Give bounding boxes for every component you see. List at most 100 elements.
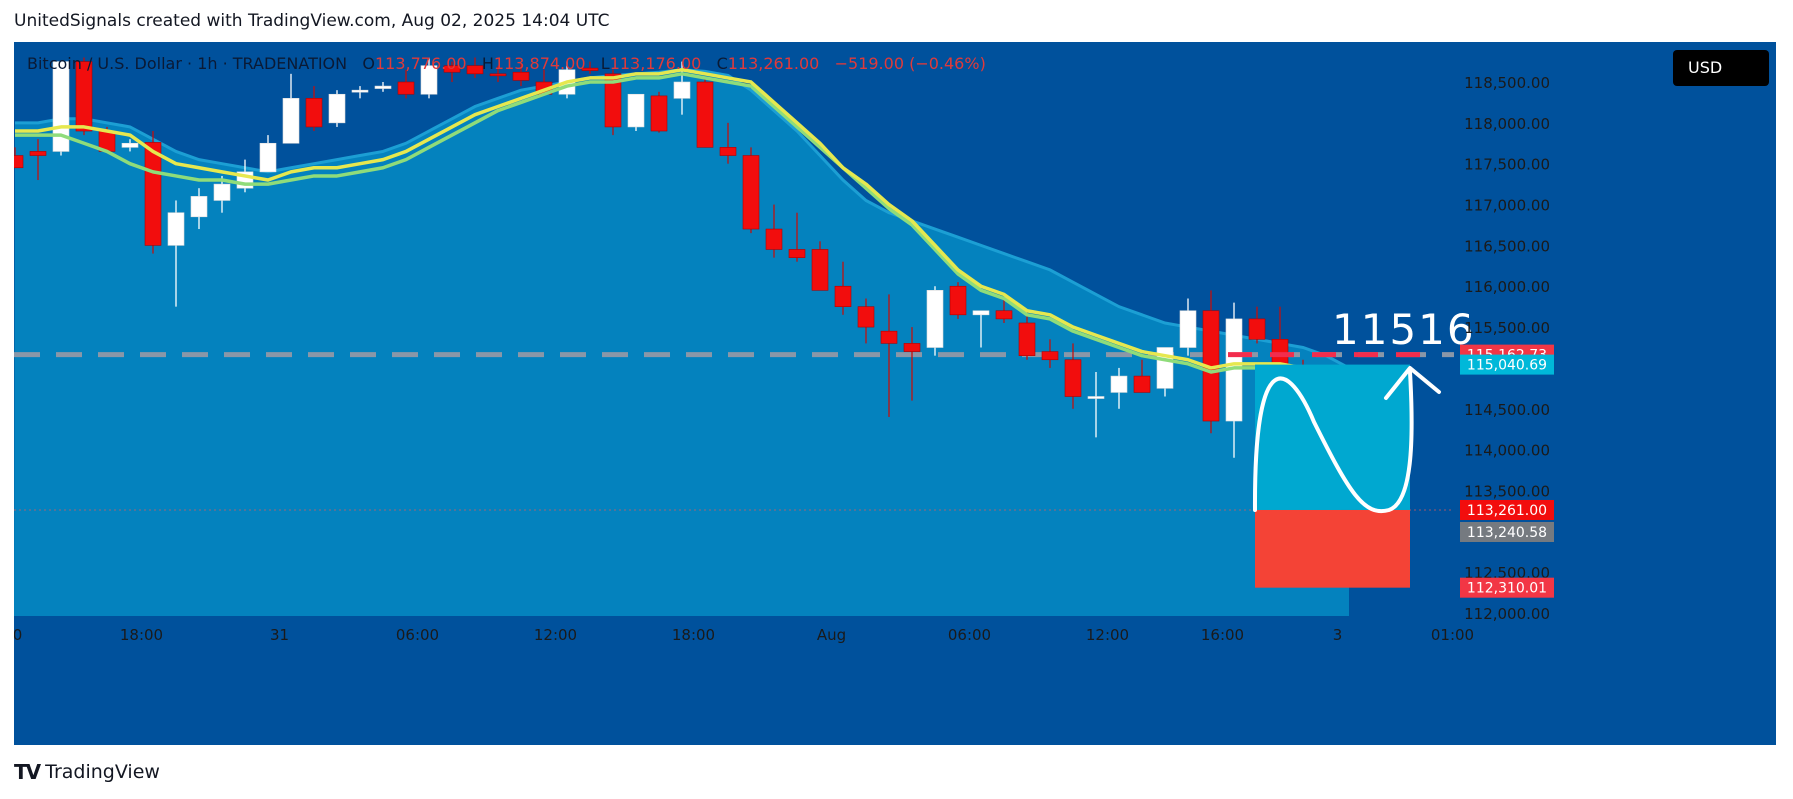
price-tick-label: 115,500.00	[1464, 319, 1550, 337]
candle	[443, 65, 461, 73]
currency-button[interactable]: USD	[1673, 50, 1769, 86]
time-tick-label: 16:00	[1201, 626, 1244, 644]
time-tick-label: 01:00	[1431, 626, 1474, 644]
candle	[466, 65, 484, 75]
candle	[328, 93, 346, 124]
footer-brand[interactable]: TV TradingView	[14, 760, 160, 784]
candle	[742, 155, 760, 230]
price-tick-label: 117,500.00	[1464, 156, 1550, 174]
chart-attribution: UnitedSignals created with TradingView.c…	[14, 11, 610, 31]
symbol-legend: Bitcoin / U.S. Dollar · 1h · TRADENATION…	[27, 54, 986, 73]
candles-layer	[14, 57, 1358, 517]
candle	[259, 142, 277, 173]
price-tick-label: 114,000.00	[1464, 442, 1550, 460]
time-tick-label: 3	[1333, 626, 1343, 644]
ema-fast-line	[15, 67, 1350, 390]
time-tick-label: 00	[14, 626, 22, 644]
candle	[926, 290, 944, 348]
candle	[834, 285, 852, 307]
stop-zone	[1255, 509, 1410, 588]
price-tick-label: 112,500.00	[1464, 564, 1550, 582]
time-tick-label: Aug	[817, 626, 846, 644]
mid-price-tag: 113,240.58	[1467, 525, 1547, 541]
annotation-text: 11516	[1332, 305, 1476, 354]
candle	[1179, 310, 1197, 348]
candle	[351, 89, 369, 93]
price-chart[interactable]: 11516 112,000.00 112,500.00 113,500.00 114,…	[14, 42, 1776, 745]
candle	[1041, 351, 1059, 361]
low-value: 113,176.00	[609, 54, 702, 73]
time-tick-label: 12:00	[534, 626, 577, 644]
candle	[489, 73, 507, 77]
target-zone	[1255, 364, 1410, 510]
price-tick-label: 118,500.00	[1464, 74, 1550, 92]
ema-band-layer	[14, 68, 1350, 616]
target-price-tag-bg	[1460, 354, 1554, 375]
candle	[305, 98, 323, 128]
time-tick-label: 12:00	[1086, 626, 1129, 644]
price-tick-label: 112,000.00	[1464, 605, 1550, 623]
ema-slow-line	[15, 72, 1350, 394]
entry-price-tag: 113,261.00	[1467, 503, 1547, 519]
stop-price-tag: 112,310.01	[1467, 581, 1547, 597]
candle	[1133, 375, 1151, 393]
candle	[397, 81, 415, 95]
high-label: H	[481, 54, 494, 73]
candle	[627, 93, 645, 128]
candle	[581, 67, 599, 71]
price-tick-label: 113,500.00	[1464, 482, 1550, 500]
low-label: L	[600, 54, 610, 73]
candle	[1248, 318, 1266, 340]
candle	[788, 249, 806, 258]
entry-price-tag-bg	[1460, 499, 1554, 520]
close-label: C	[716, 54, 728, 73]
candle	[1110, 375, 1128, 393]
time-tick-label: 31	[270, 626, 289, 644]
candle	[1087, 396, 1105, 399]
candle	[857, 306, 875, 328]
candle	[972, 310, 990, 316]
candle	[765, 228, 783, 250]
price-tick-label: 114,500.00	[1464, 401, 1550, 419]
price-tick-label: 116,000.00	[1464, 278, 1550, 296]
candle	[604, 73, 622, 128]
candle	[673, 81, 691, 99]
candle	[880, 330, 898, 344]
open-value: 113,776.00	[374, 54, 467, 73]
candle	[282, 98, 300, 144]
tradingview-brand-text: TradingView	[45, 761, 160, 783]
price-tick-label: 117,000.00	[1464, 197, 1550, 215]
candle	[949, 285, 967, 316]
candle	[144, 142, 162, 246]
price-tick-label: 118,000.00	[1464, 115, 1550, 133]
candle	[650, 95, 668, 132]
candle	[719, 147, 737, 156]
candle	[995, 310, 1013, 320]
candle	[512, 71, 530, 81]
candle	[903, 343, 921, 352]
candle	[213, 183, 231, 201]
price-tick-label: 116,500.00	[1464, 237, 1550, 255]
chart-area[interactable]: 11516 112,000.00 112,500.00 113,500.00 114,…	[14, 42, 1776, 745]
high-value: 113,874.00	[493, 54, 586, 73]
mid-price-tag-bg	[1460, 521, 1554, 542]
ema-band-fill	[14, 69, 1349, 616]
time-tick-label: 06:00	[396, 626, 439, 644]
position-tool-layer: 11516	[1228, 305, 1476, 588]
axes-layer: 112,000.00 112,500.00 113,500.00 114,000.00…	[14, 74, 1554, 644]
close-value: 113,261.00	[727, 54, 820, 73]
candle	[696, 81, 714, 148]
candle	[75, 61, 93, 132]
target-price-tag: 115,040.69	[1467, 358, 1547, 374]
candle	[1018, 322, 1036, 356]
change-value: −519.00 (−0.46%)	[834, 54, 986, 73]
time-tick-label: 18:00	[120, 626, 163, 644]
candle	[167, 212, 185, 246]
open-label: O	[362, 54, 375, 73]
candle	[29, 151, 47, 156]
symbol-title: Bitcoin / U.S. Dollar · 1h · TRADENATION	[27, 54, 348, 73]
candle	[420, 65, 438, 95]
stop-price-tag-bg	[1460, 577, 1554, 598]
candle	[121, 142, 139, 148]
candle	[811, 249, 829, 291]
